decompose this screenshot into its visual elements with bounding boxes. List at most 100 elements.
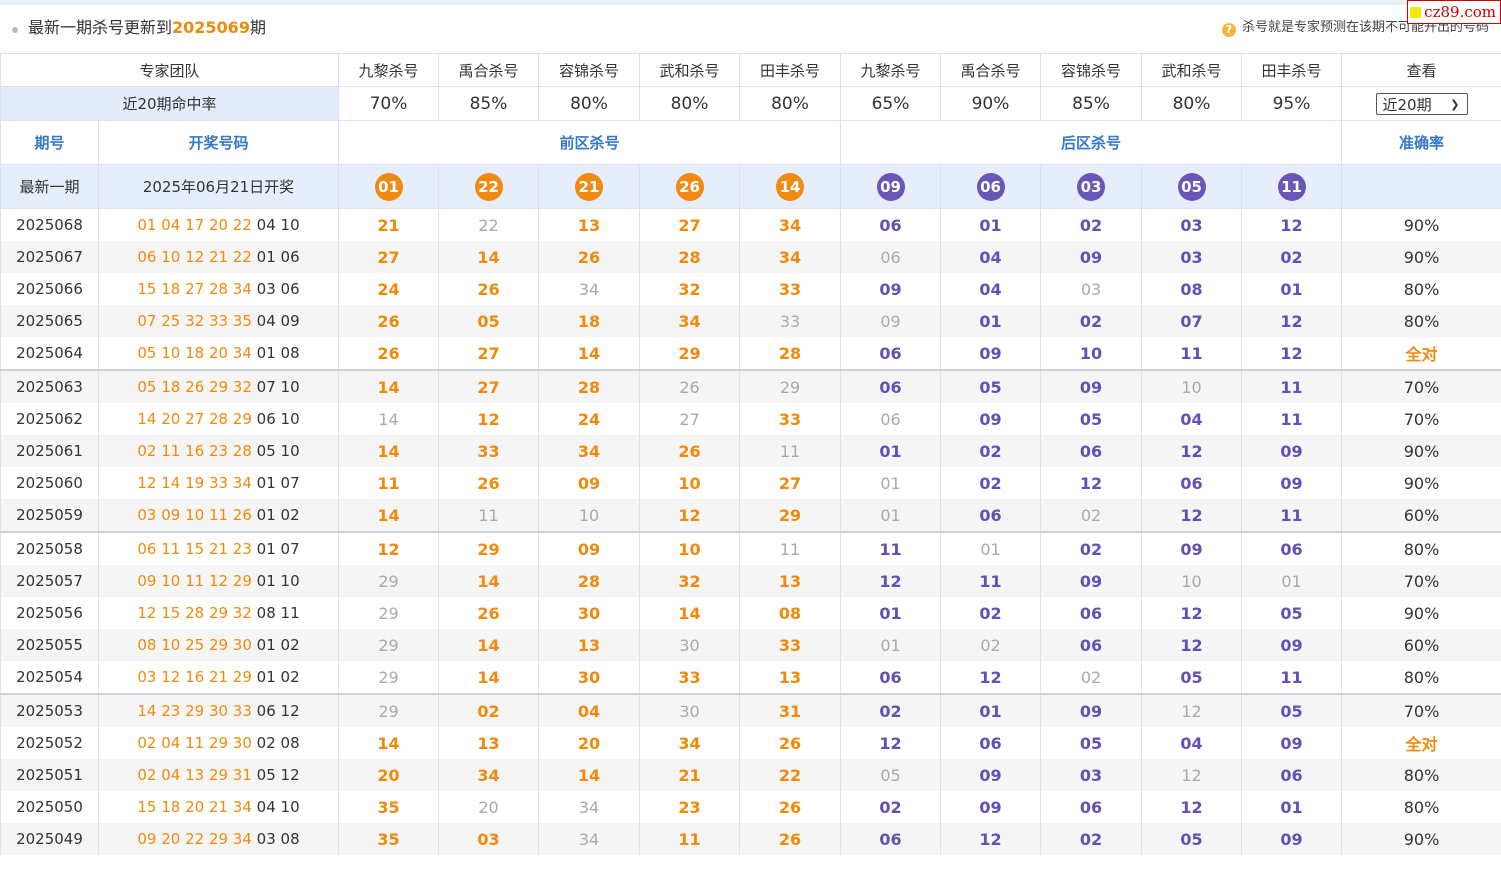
- hit-rate: 90%: [940, 86, 1042, 121]
- page-header: 最新一期杀号更新到2025069期 ? 杀号就是专家预测在该期不可能开出的号码: [0, 5, 1501, 53]
- row-period: 2025053: [0, 693, 99, 727]
- row-draw-numbers: 03 09 10 11 26 01 02: [97, 499, 340, 532]
- front-kill-number: 08: [739, 597, 842, 629]
- draw-back-numbers: 01 02: [256, 506, 300, 524]
- chevron-down-icon: ❯: [1450, 97, 1460, 111]
- hit-rate: 85%: [1040, 86, 1143, 121]
- row-period: 2025059: [0, 499, 99, 532]
- expert-name: 田丰杀号: [1241, 53, 1343, 87]
- front-kill-number: 24: [338, 273, 440, 305]
- row-period: 2025058: [0, 531, 99, 565]
- row-period: 2025049: [0, 823, 99, 855]
- table-row: 2025065 07 25 32 33 35 04 09 26 05 18 34 33 09 0…: [0, 305, 1501, 337]
- period-select-cell: 近20期 ❯: [1341, 86, 1501, 121]
- back-kill-number: 06: [940, 499, 1042, 532]
- draw-front-numbers: 02 04 11 29 30: [137, 734, 252, 752]
- row-accuracy: 80%: [1341, 531, 1501, 565]
- back-kill-number: 09: [840, 305, 942, 337]
- front-kill-number: 30: [639, 629, 741, 661]
- table-row: 2025060 12 14 19 33 34 01 07 11 26 09 10 27 01 0…: [0, 467, 1501, 499]
- front-kill-number: 13: [538, 208, 641, 241]
- front-kill-number: 34: [639, 305, 741, 337]
- draw-back-numbers: 03 08: [256, 830, 300, 848]
- back-kill-number: 12: [1141, 759, 1243, 791]
- back-kill-number: 03: [1040, 759, 1143, 791]
- back-kill-number: 12: [940, 661, 1042, 694]
- back-kill-ball: 11: [1277, 172, 1306, 201]
- back-kill-number: 01: [940, 693, 1042, 727]
- table-row: 2025051 02 04 13 29 31 05 12 20 34 14 21 22 05 0…: [0, 759, 1501, 791]
- front-kill-number: 05: [438, 305, 540, 337]
- draw-back-numbers: 01 06: [256, 248, 300, 266]
- row-accuracy: 全对: [1341, 727, 1501, 759]
- front-kill-number: 29: [338, 597, 440, 629]
- row-draw-numbers: 14 23 29 30 33 06 12: [97, 693, 340, 727]
- expert-name: 武和杀号: [639, 53, 741, 87]
- row-accuracy: 70%: [1341, 369, 1501, 403]
- draw-back-numbers: 04 10: [256, 798, 300, 816]
- draw-back-numbers: 07 10: [256, 378, 300, 396]
- row-draw-numbers: 02 11 16 23 28 05 10: [97, 435, 340, 467]
- row-accuracy: 全对: [1341, 337, 1501, 370]
- kill-number-table: 专家团队 九黎杀号 禹合杀号 容锦杀号 武和杀号 田丰杀号 九黎杀号 禹合杀号 …: [0, 53, 1501, 855]
- title-period: 2025069: [172, 18, 250, 37]
- back-kill-number: 07: [1141, 305, 1243, 337]
- row-accuracy: 90%: [1341, 435, 1501, 467]
- front-kill-number: 33: [438, 435, 540, 467]
- back-kill-number: 02: [1040, 208, 1143, 241]
- row-accuracy: 90%: [1341, 597, 1501, 629]
- front-kill-number: 28: [739, 337, 842, 370]
- hit-rate: 85%: [438, 86, 540, 121]
- site-logo[interactable]: cz89.com: [1407, 0, 1501, 24]
- row-period: 2025067: [0, 241, 99, 273]
- draw-back-numbers: 01 02: [256, 668, 300, 686]
- expert-name: 武和杀号: [1141, 53, 1243, 87]
- back-kill-number: 04: [1141, 403, 1243, 435]
- row-period: 2025055: [0, 629, 99, 661]
- period-select[interactable]: 近20期 ❯: [1375, 92, 1468, 115]
- back-kill-number: 01: [1241, 565, 1343, 597]
- front-kill-number: 29: [338, 693, 440, 727]
- row-draw-numbers: 15 18 27 28 34 03 06: [97, 273, 340, 305]
- front-kill-number: 35: [338, 823, 440, 855]
- back-kill-number: 06: [1241, 759, 1343, 791]
- period-select-value: 近20期: [1382, 95, 1432, 114]
- expert-name: 禹合杀号: [940, 53, 1042, 87]
- front-kill-ball: 26: [675, 172, 704, 201]
- row-draw-numbers: 09 10 11 12 29 01 10: [97, 565, 340, 597]
- draw-front-numbers: 14 20 27 28 29: [137, 410, 252, 428]
- back-kill-number: 10: [1040, 337, 1143, 370]
- back-kill-number: 01: [840, 499, 942, 532]
- back-kill-number: 09: [940, 791, 1042, 823]
- table-row: 2025055 08 10 25 29 30 01 02 29 14 13 30 33 01 0…: [0, 629, 1501, 661]
- bullet-icon: [12, 27, 18, 33]
- back-kill-number: 05: [1241, 693, 1343, 727]
- table-row: 2025052 02 04 11 29 30 02 08 14 13 20 34 26 12 0…: [0, 727, 1501, 759]
- view-label: 查看: [1341, 53, 1501, 87]
- back-kill-number: 06: [1040, 435, 1143, 467]
- row-draw-numbers: 02 04 11 29 30 02 08: [97, 727, 340, 759]
- column-header-row: 期号 开奖号码 前区杀号 后区杀号 准确率: [0, 120, 1501, 165]
- front-kill-number: 29: [739, 369, 842, 403]
- front-kill-number: 09: [538, 531, 641, 565]
- front-kill-number: 33: [739, 305, 842, 337]
- back-kill-number: 04: [1141, 727, 1243, 759]
- front-kill-number: 13: [438, 727, 540, 759]
- row-draw-numbers: 05 18 26 29 32 07 10: [97, 369, 340, 403]
- front-kill-number: 26: [438, 467, 540, 499]
- back-kill-number: 12: [1141, 499, 1243, 532]
- back-kill-number: 02: [1040, 499, 1143, 532]
- table-row: 2025057 09 10 11 12 29 01 10 29 14 28 32 13 12 1…: [0, 565, 1501, 597]
- col-front-kill: 前区杀号: [338, 120, 842, 165]
- row-draw-numbers: 15 18 20 21 34 04 10: [97, 791, 340, 823]
- row-accuracy: 90%: [1341, 208, 1501, 241]
- back-kill-number: 02: [1040, 661, 1143, 694]
- row-period: 2025063: [0, 369, 99, 403]
- back-kill-number: 12: [1141, 629, 1243, 661]
- front-kill-number: 20: [538, 727, 641, 759]
- back-kill-number: 12: [840, 565, 942, 597]
- front-kill-number: 26: [639, 435, 741, 467]
- row-period: 2025066: [0, 273, 99, 305]
- back-kill-number: 02: [940, 467, 1042, 499]
- front-kill-number: 11: [639, 823, 741, 855]
